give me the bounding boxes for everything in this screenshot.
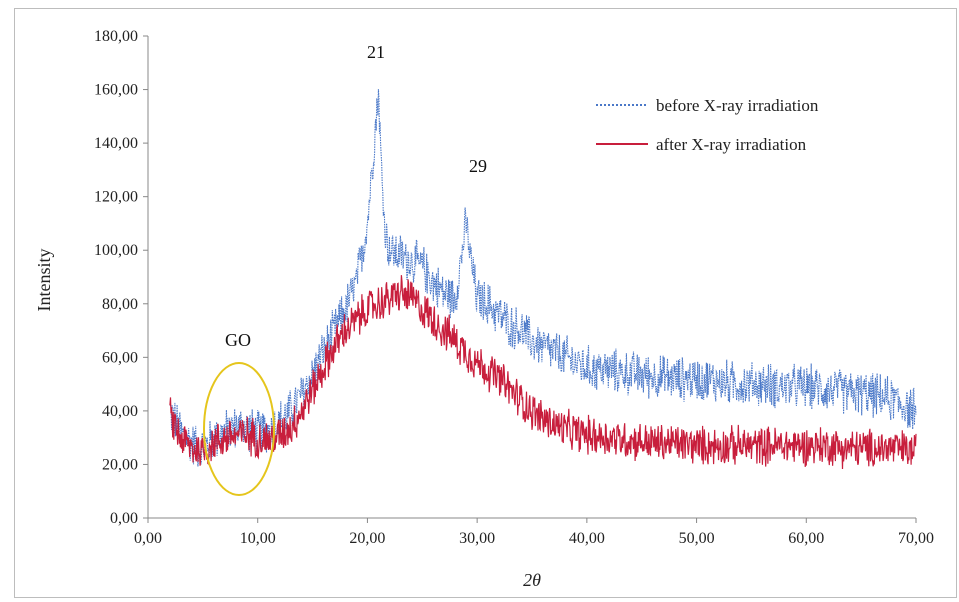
y-tick-label: 80,00 bbox=[102, 296, 138, 313]
legend-label-before: before X-ray irradiation bbox=[656, 96, 819, 115]
y-tick-label: 100,00 bbox=[94, 242, 138, 259]
x-tick-label: 30,00 bbox=[459, 530, 495, 547]
x-axis-label: 2θ bbox=[523, 570, 541, 590]
x-tick-label: 20,00 bbox=[349, 530, 385, 547]
peak-label-29: 29 bbox=[469, 156, 487, 176]
series-line-after bbox=[169, 275, 917, 470]
y-tick-label: 120,00 bbox=[94, 189, 138, 206]
legend: before X-ray irradiation after X-ray irr… bbox=[596, 96, 819, 154]
go-highlight-ellipse bbox=[203, 362, 275, 496]
y-axis-label: Intensity bbox=[34, 249, 54, 312]
y-tick-label: 180,00 bbox=[94, 28, 138, 45]
plot-area bbox=[169, 89, 917, 470]
series-line-before bbox=[169, 89, 917, 467]
x-tick-label: 0,00 bbox=[134, 530, 162, 547]
legend-label-after: after X-ray irradiation bbox=[656, 135, 807, 154]
chart-axes: 0,00 20,00 40,00 60,00 80,00 100,00 120,00 140,… bbox=[94, 28, 934, 547]
x-tick-label: 70,00 bbox=[898, 530, 934, 547]
y-tick-label: 60,00 bbox=[102, 349, 138, 366]
go-label: GO bbox=[225, 330, 251, 350]
x-tick-label: 60,00 bbox=[788, 530, 824, 547]
y-tick-label: 40,00 bbox=[102, 403, 138, 420]
peak-label-21: 21 bbox=[367, 42, 385, 62]
y-tick-label: 140,00 bbox=[94, 135, 138, 152]
x-tick-label: 50,00 bbox=[679, 530, 715, 547]
y-tick-label: 20,00 bbox=[102, 456, 138, 473]
y-tick-label: 160,00 bbox=[94, 82, 138, 99]
y-tick-label: 0,00 bbox=[110, 510, 138, 527]
chart-frame bbox=[14, 8, 957, 598]
x-tick-label: 40,00 bbox=[569, 530, 605, 547]
x-tick-label: 10,00 bbox=[240, 530, 276, 547]
